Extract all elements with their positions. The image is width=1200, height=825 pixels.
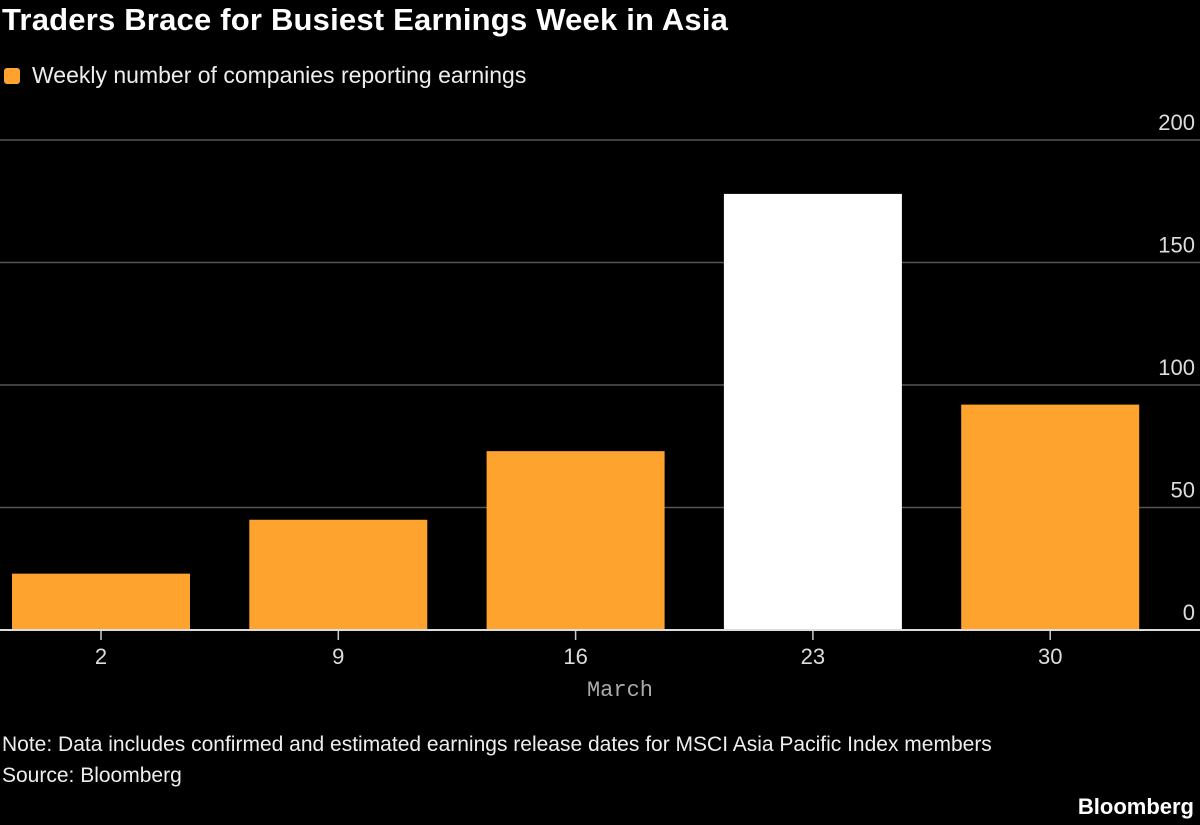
chart-note: Note: Data includes confirmed and estima… <box>2 733 992 756</box>
x-tick-label: 9 <box>332 644 344 669</box>
bloomberg-logo: Bloomberg <box>1077 794 1194 819</box>
x-tick-label: 23 <box>801 644 825 669</box>
y-tick-label: 50 <box>1171 478 1195 503</box>
x-tick-label: 2 <box>95 644 107 669</box>
x-axis-label: March <box>587 678 653 703</box>
bar-16 <box>486 451 665 630</box>
y-tick-label: 0 <box>1183 600 1195 625</box>
bar-30 <box>961 404 1140 630</box>
y-tick-label: 150 <box>1158 233 1195 258</box>
legend: Weekly number of companies reporting ear… <box>4 62 526 89</box>
bar-2 <box>12 573 190 630</box>
x-tick-label: 30 <box>1038 644 1062 669</box>
x-tick-label: 16 <box>563 644 587 669</box>
legend-swatch <box>4 67 20 84</box>
bar-chart: 0 50 100 150 200 2 9 16 23 30 March <box>0 110 1200 703</box>
bar-9 <box>249 519 428 630</box>
y-tick-label: 100 <box>1158 355 1195 380</box>
bar-23 <box>723 193 902 630</box>
y-tick-label: 200 <box>1158 110 1195 135</box>
legend-label: Weekly number of companies reporting ear… <box>32 62 527 88</box>
chart-source: Source: Bloomberg <box>2 764 182 787</box>
chart-title: Traders Brace for Busiest Earnings Week … <box>2 2 729 37</box>
